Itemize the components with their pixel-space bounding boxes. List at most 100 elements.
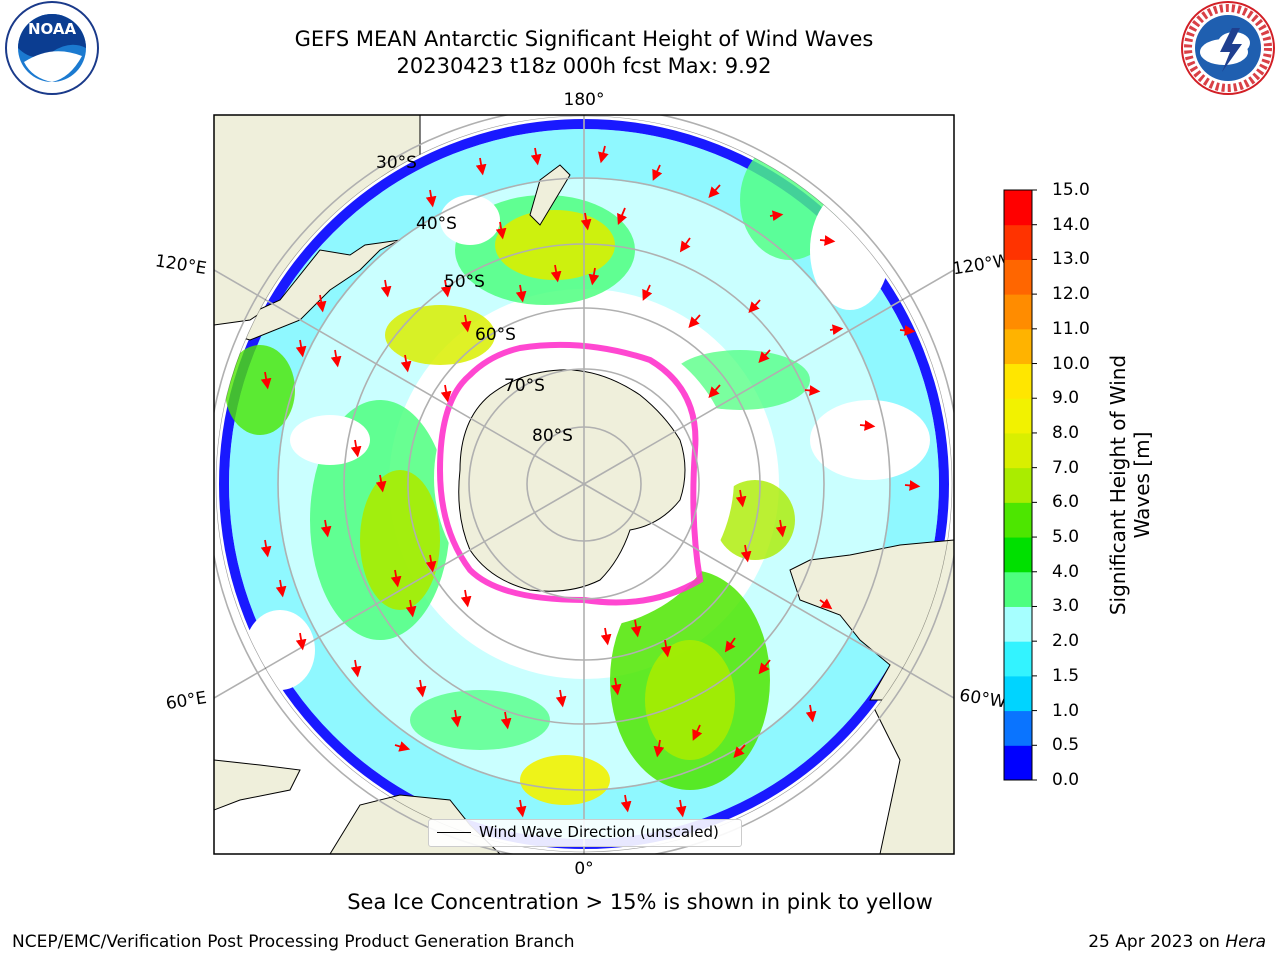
wave-arrow — [620, 794, 632, 813]
chart-subtitle: 20230423 t18z 000h fcst Max: 9.92 — [396, 54, 772, 78]
wave-arrow — [400, 354, 412, 373]
wave-arrow — [390, 569, 402, 588]
meridian-60e — [214, 483, 585, 699]
lon-label-60e: 60°E — [164, 688, 208, 714]
wave-arrow — [440, 279, 452, 298]
wave-arrow — [425, 189, 437, 208]
wave-arrow — [653, 739, 665, 758]
wave-arrow — [550, 264, 562, 283]
legend-label: Wind Wave Direction (unscaled) — [479, 823, 719, 841]
wave-arrow — [724, 637, 736, 653]
colorbar-segment — [1004, 259, 1032, 295]
colorbar-tick-label: 8.0 — [1052, 422, 1080, 443]
wave-arrow — [295, 632, 307, 651]
colorbar-segment — [1004, 641, 1032, 677]
colorbar-tick-label: 0.0 — [1052, 770, 1080, 790]
colorbar-segment — [1004, 224, 1032, 260]
colorbar-tick-label: 6.0 — [1052, 492, 1080, 513]
wave-arrow — [450, 709, 462, 728]
lat-label-60s: 60°S — [475, 325, 516, 345]
wave-arrow — [260, 539, 272, 558]
colorbar — [1003, 189, 1037, 781]
wave-arrow — [758, 659, 771, 675]
wave-arrow — [642, 284, 653, 301]
wave-arrow — [804, 385, 821, 396]
colorbar-segment — [1004, 190, 1032, 226]
wave-arrow — [425, 554, 437, 573]
footer-host: Hera — [1225, 932, 1266, 952]
wave-arrow — [275, 579, 287, 598]
wave-arrow — [588, 267, 600, 286]
wave-arrow — [394, 741, 411, 752]
wave-arrow — [859, 420, 876, 431]
wave-arrow — [515, 799, 527, 818]
wave-arrow — [320, 519, 332, 538]
colorbar-tick-label: 13.0 — [1052, 249, 1090, 270]
meridian-120e — [214, 269, 585, 485]
wave-arrow — [260, 371, 272, 390]
colorbar-label-line2: Waves [m] — [1130, 431, 1154, 539]
lon-label-60w: 60°W — [958, 686, 1008, 713]
wave-arrow — [475, 157, 487, 176]
colorbar-tick-label: 15.0 — [1052, 180, 1090, 200]
wave-arrow — [515, 284, 527, 303]
lat-label-80s: 80°S — [532, 426, 573, 446]
colorbar-tick-label: 10.0 — [1052, 353, 1090, 374]
lon-label-180: 180° — [564, 90, 605, 110]
wave-direction-arrows — [260, 145, 921, 818]
wave-arrow — [555, 689, 567, 708]
noaa-logo: NOAA — [5, 1, 99, 95]
lat-label-40s: 40°S — [416, 214, 457, 234]
wave-arrow — [819, 598, 833, 610]
wave-arrow — [733, 744, 746, 759]
footer-credit: NCEP/EMC/Verification Post Processing Pr… — [12, 932, 575, 952]
wave-arrow — [375, 474, 387, 493]
colorbar-border — [1003, 189, 1033, 781]
colorbar-segment — [1004, 467, 1032, 503]
wave-arrow — [330, 349, 342, 368]
wave-arrow — [805, 704, 817, 723]
chart-title: GEFS MEAN Antarctic Significant Height o… — [294, 27, 874, 51]
wave-arrow — [708, 384, 721, 399]
colorbar-label: Significant Height of Wind Waves [m] — [1106, 285, 1154, 685]
colorbar-segment — [1004, 606, 1032, 642]
wave-arrow — [495, 221, 507, 240]
colorbar-segment — [1004, 675, 1032, 712]
wave-arrow — [617, 207, 628, 225]
colorbar-segment — [1004, 398, 1032, 434]
wave-arrow — [819, 235, 836, 246]
colorbar-segment — [1004, 294, 1032, 330]
map-frame — [213, 114, 955, 855]
wave-arrow — [769, 210, 784, 222]
wave-arrow — [600, 627, 612, 646]
wave-arrow — [904, 480, 921, 491]
colorbar-tick-label: 7.0 — [1052, 457, 1080, 478]
lat-label-30s: 30°S — [376, 153, 417, 173]
colorbar-tick-label: 5.0 — [1052, 527, 1080, 548]
colorbar-segment — [1004, 537, 1032, 573]
colorbar-segment — [1004, 328, 1032, 365]
colorbar-tick-label: 12.0 — [1052, 284, 1090, 305]
colorbar-tick-label: 9.0 — [1052, 388, 1080, 409]
wave-arrow — [315, 294, 327, 313]
wave-arrow — [610, 677, 622, 696]
wave-arrow — [675, 799, 687, 818]
wave-arrow — [748, 299, 761, 314]
lon-label-0: 0° — [574, 859, 593, 879]
wave-arrow — [899, 325, 916, 336]
wave-arrow — [692, 724, 703, 741]
wave-arrow — [758, 349, 771, 364]
wave-arrow — [530, 147, 542, 166]
wave-arrow — [440, 384, 452, 403]
wave-arrow — [829, 324, 844, 336]
colorbar-segment — [1004, 502, 1032, 538]
colorbar-tick-label: 14.0 — [1052, 214, 1090, 235]
wave-arrow — [652, 164, 663, 181]
wave-arrow — [740, 544, 752, 563]
footer-date-text: 25 Apr 2023 on — [1088, 932, 1226, 952]
wave-arrow — [350, 439, 362, 458]
wave-arrow — [679, 237, 691, 253]
wave-arrow — [460, 589, 472, 608]
colorbar-segment — [1004, 745, 1032, 781]
